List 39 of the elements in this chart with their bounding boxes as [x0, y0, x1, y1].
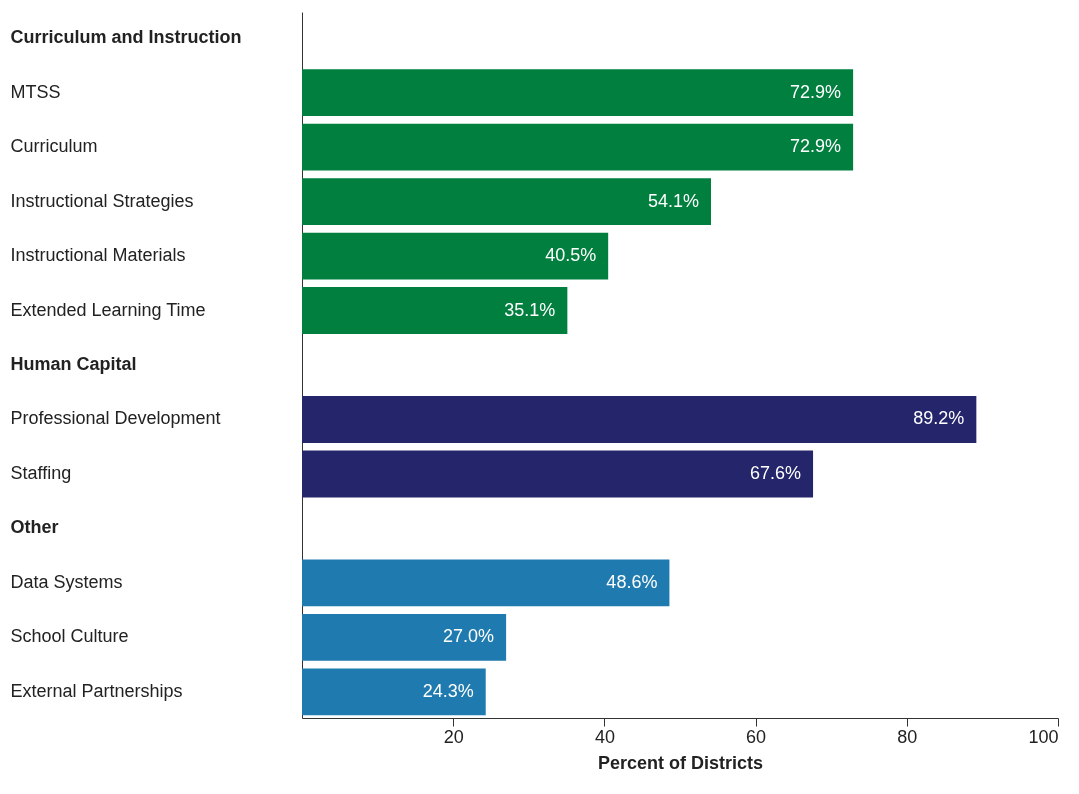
- y-tick-label: MTSS: [10, 81, 61, 102]
- y-tick-label: External Partnerships: [10, 680, 183, 701]
- bar: [302, 396, 977, 443]
- bar: [302, 123, 854, 171]
- data-label: 40.5%: [545, 245, 597, 266]
- y-tick-label: Instructional Strategies: [10, 190, 194, 211]
- data-label: 67.6%: [750, 462, 802, 483]
- x-tick-label: 20: [443, 726, 464, 747]
- bar: [302, 69, 854, 117]
- x-tick-label: 80: [897, 726, 918, 747]
- y-tick-label: Curriculum and Instruction: [10, 27, 242, 48]
- x-tick-label: 100: [1028, 726, 1059, 747]
- y-tick-label: Instructional Materials: [10, 245, 186, 266]
- y-tick-label: Professional Development: [10, 408, 221, 429]
- x-tick-label: 60: [746, 726, 767, 747]
- bar: [302, 613, 507, 661]
- bar: [302, 178, 711, 225]
- data-label: 24.3%: [422, 680, 474, 701]
- bar: [302, 232, 609, 280]
- y-tick-label: Human Capital: [10, 354, 137, 374]
- bar: [302, 450, 814, 498]
- data-label: 54.1%: [647, 190, 699, 211]
- y-tick-label: School Culture: [10, 626, 129, 647]
- x-tick-label: 40: [594, 726, 615, 747]
- data-label: 48.6%: [606, 571, 658, 592]
- x-axis-title: Percent of Districts: [597, 752, 764, 773]
- data-label: 72.9%: [790, 81, 842, 102]
- bar: [302, 287, 568, 334]
- data-label: 35.1%: [504, 299, 556, 320]
- data-label: 89.2%: [913, 408, 965, 429]
- y-tick-label: Curriculum: [10, 136, 98, 157]
- y-tick-label: Other: [10, 517, 59, 538]
- bar: [302, 668, 486, 716]
- bar: [302, 559, 670, 607]
- y-tick-label: Extended Learning Time: [10, 299, 206, 320]
- y-tick-label: Data Systems: [10, 571, 123, 592]
- data-label: 27.0%: [443, 626, 495, 647]
- data-label: 72.9%: [790, 136, 842, 157]
- y-tick-label: Staffing: [10, 462, 72, 483]
